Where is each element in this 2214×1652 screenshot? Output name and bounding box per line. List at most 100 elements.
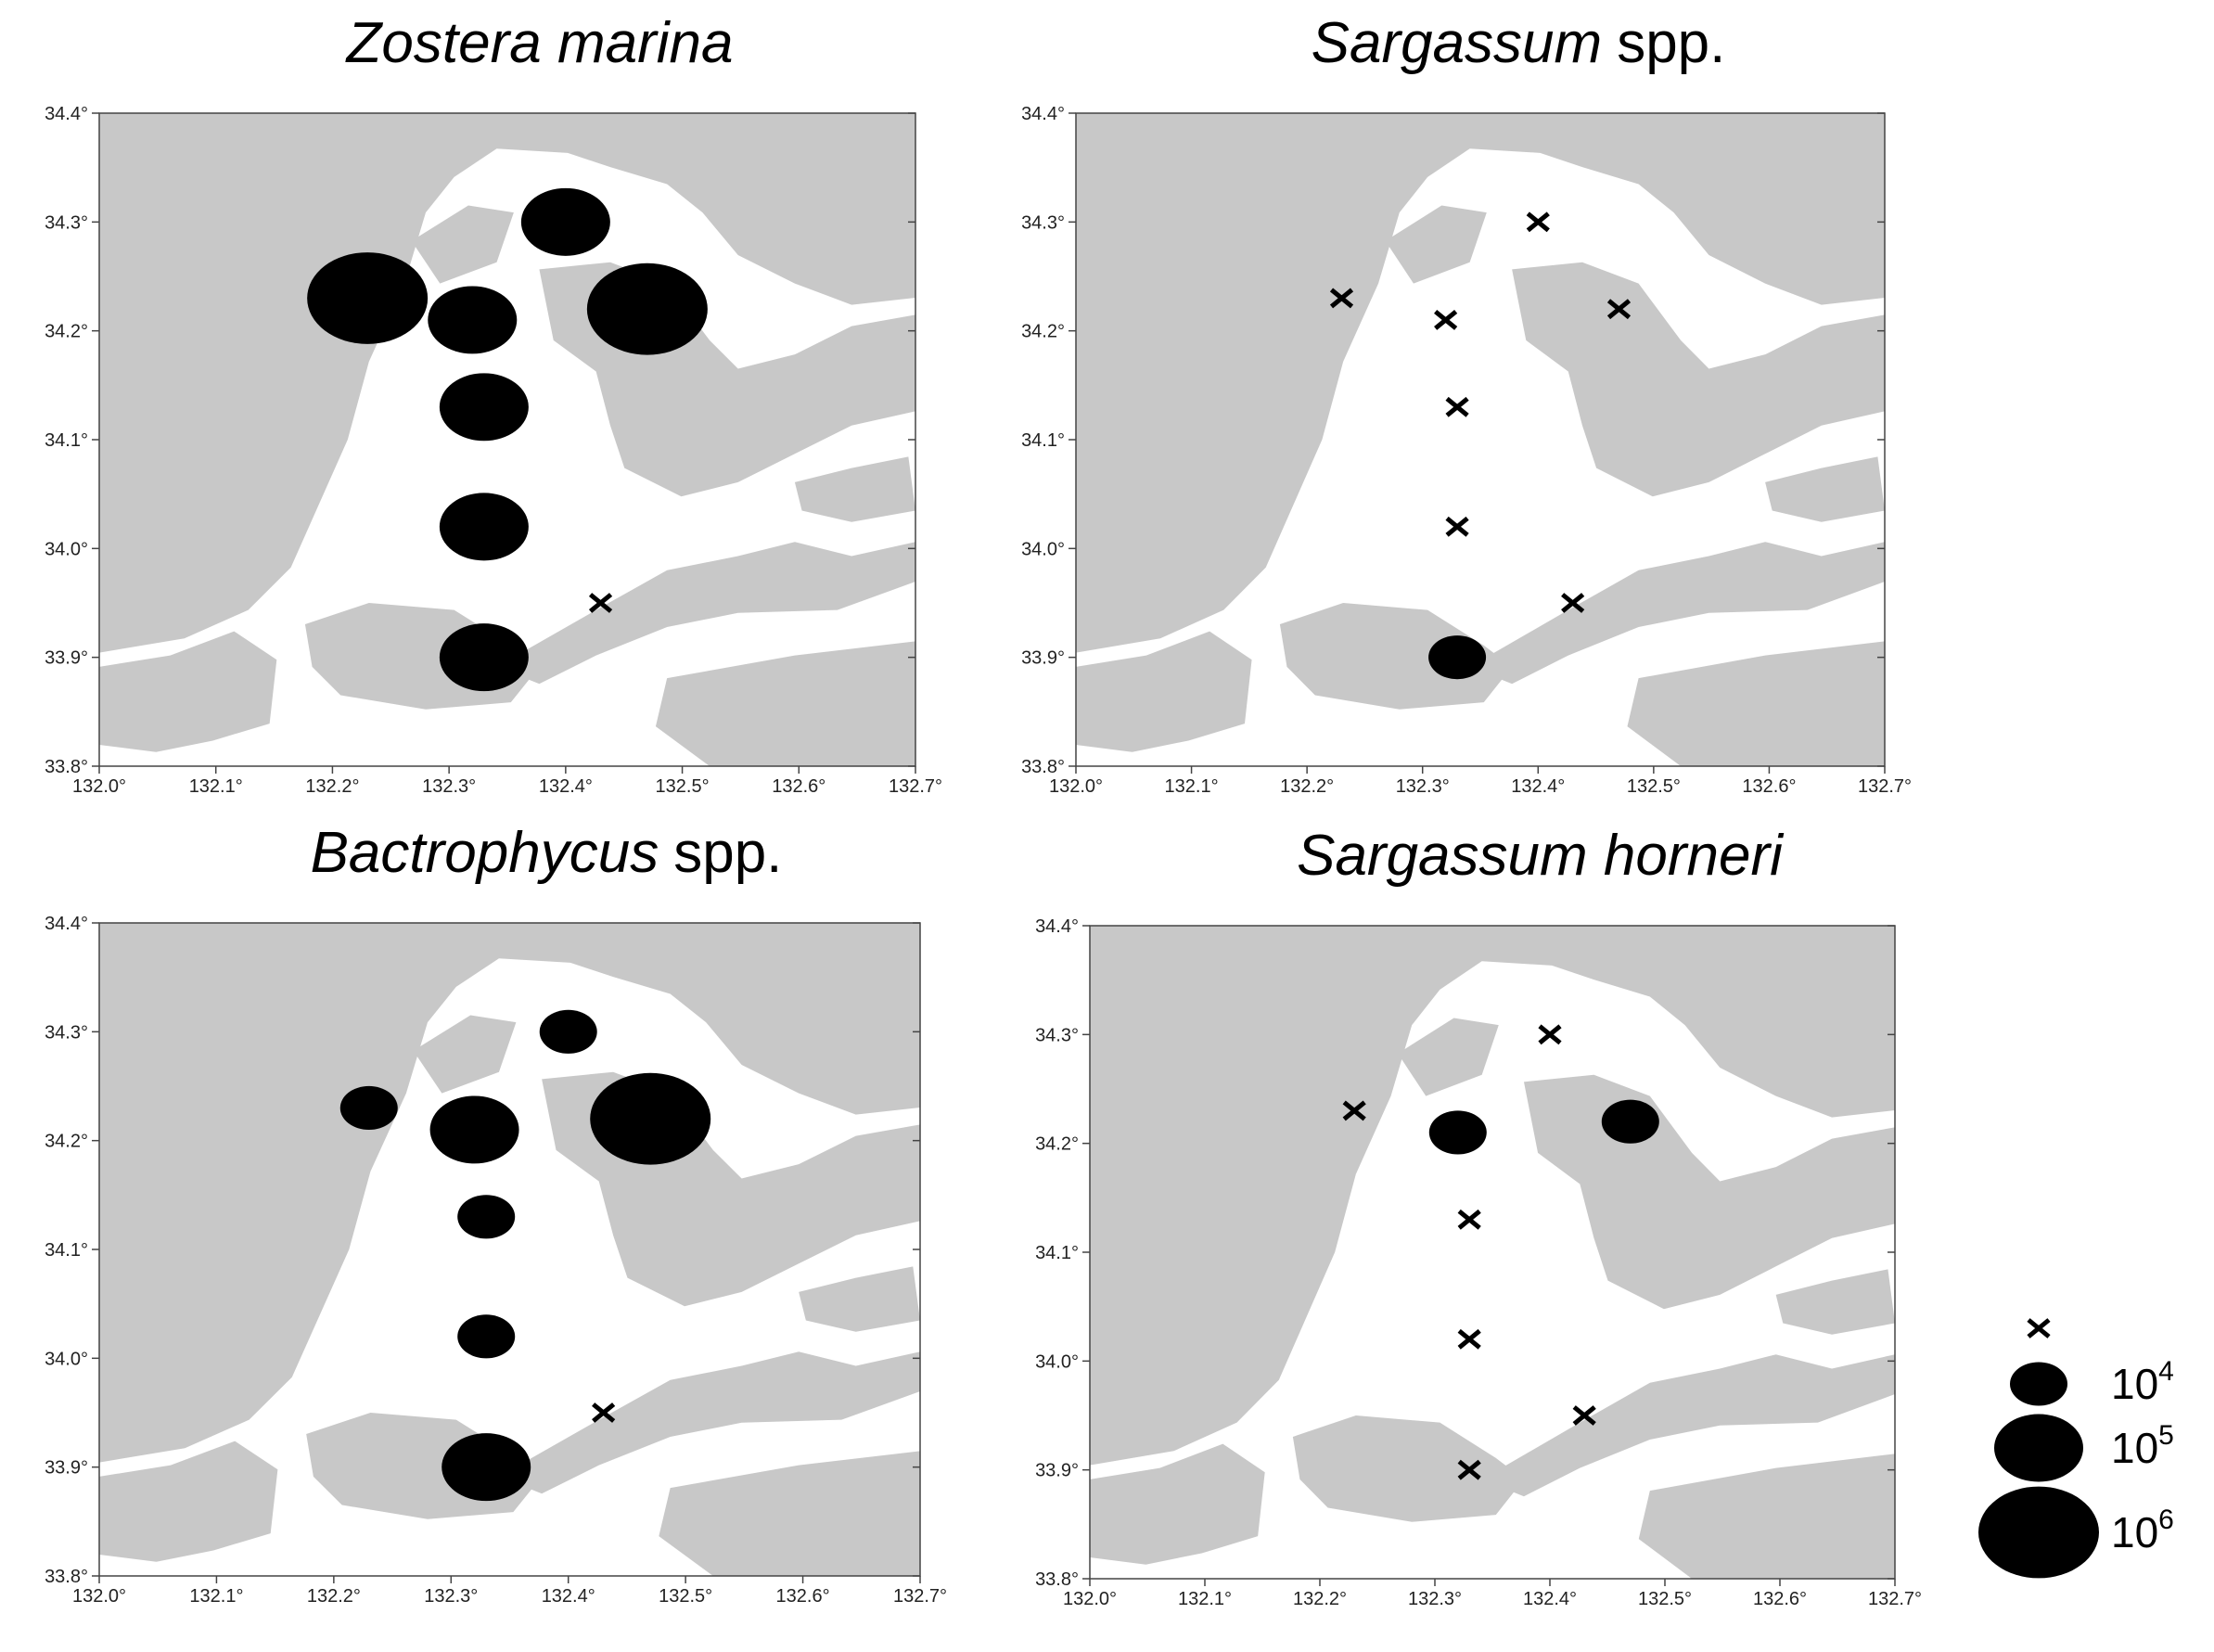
y-tick-label: 34.0°: [1021, 539, 1065, 559]
cross-stroke: [1457, 1209, 1481, 1230]
abundance-marker: [586, 263, 708, 355]
absent-marker: [1457, 1459, 1481, 1480]
abundance-marker: [590, 1072, 711, 1165]
cross-stroke: [1606, 299, 1632, 320]
legend-label: 105: [2111, 1420, 2174, 1472]
x-tick-label: 132.1°: [189, 776, 243, 797]
y-tick-label: 34.0°: [45, 539, 88, 559]
absent-marker: [1329, 288, 1354, 309]
y-tick-label: 34.1°: [45, 1240, 88, 1261]
y-tick-label: 33.9°: [45, 648, 88, 669]
x-tick-label: 132.6°: [776, 1586, 830, 1607]
cross-stroke: [1526, 211, 1550, 233]
absent-marker: [1457, 1209, 1481, 1230]
y-tick-label: 33.8°: [1021, 757, 1065, 777]
abundance-marker: [442, 1433, 531, 1502]
absent-marker: [1606, 299, 1632, 320]
legend-label: 104: [2111, 1356, 2174, 1408]
y-tick-label: 34.3°: [1035, 1025, 1079, 1045]
land: [1090, 926, 1895, 1579]
y-tick-label: 34.2°: [45, 1132, 88, 1152]
y-tick-label: 34.4°: [45, 104, 88, 124]
legend-marker: [2010, 1362, 2067, 1406]
x-tick-label: 132.5°: [659, 1586, 712, 1607]
legend-exponent: 6: [2158, 1505, 2174, 1535]
x-tick-label: 132.6°: [1742, 776, 1796, 797]
cross-stroke: [1457, 1328, 1481, 1350]
absent-marker: [1561, 593, 1585, 613]
cross-stroke: [1445, 516, 1469, 537]
abundance-marker: [520, 187, 610, 256]
cross-stroke: [1329, 288, 1354, 309]
panel-title: Sargassum spp.: [1312, 11, 1726, 75]
y-tick-label: 34.2°: [45, 322, 88, 342]
absent-marker: [1434, 309, 1458, 330]
x-tick-label: 132.4°: [539, 776, 593, 797]
x-tick-label: 132.7°: [889, 776, 942, 797]
x-tick-label: 132.5°: [1627, 776, 1681, 797]
title-italic: Sargassum: [1312, 11, 1603, 75]
absent-marker: [1445, 516, 1469, 537]
y-tick-label: 33.8°: [1035, 1569, 1079, 1590]
panel-title: Bactrophycus spp.: [311, 821, 783, 885]
absent-marker: [1445, 396, 1469, 417]
y-tick-label: 34.1°: [45, 430, 88, 451]
x-tick-label: 132.0°: [72, 1586, 126, 1607]
x-tick-label: 132.1°: [189, 1586, 243, 1607]
abundance-marker: [439, 373, 529, 442]
y-tick-label: 34.2°: [1035, 1134, 1079, 1155]
abundance-marker: [307, 252, 429, 344]
abundance-marker: [457, 1314, 516, 1359]
absent-marker: [2027, 1318, 2051, 1338]
y-tick-label: 33.9°: [1021, 648, 1065, 669]
y-tick-label: 34.4°: [1035, 916, 1079, 937]
legend-base: 10: [2111, 1508, 2158, 1556]
y-tick-label: 34.4°: [1021, 104, 1065, 124]
abundance-marker: [439, 623, 529, 692]
x-tick-label: 132.3°: [1396, 776, 1450, 797]
x-tick-label: 132.4°: [542, 1586, 595, 1607]
cross-stroke: [588, 593, 613, 613]
legend-marker: [1978, 1486, 2099, 1579]
x-tick-label: 132.5°: [1638, 1589, 1692, 1609]
x-tick-label: 132.0°: [72, 776, 126, 797]
x-tick-label: 132.4°: [1523, 1589, 1577, 1609]
y-tick-label: 34.3°: [45, 1022, 88, 1043]
x-tick-label: 132.7°: [893, 1586, 947, 1607]
x-tick-label: 132.0°: [1063, 1589, 1117, 1609]
y-tick-label: 33.8°: [45, 1567, 88, 1587]
x-tick-label: 132.2°: [1280, 776, 1334, 797]
panel-title: Sargassum horneri: [1297, 824, 1785, 888]
y-tick-label: 34.2°: [1021, 322, 1065, 342]
cross-stroke: [1538, 1024, 1562, 1045]
abundance-marker: [457, 1195, 516, 1239]
x-tick-label: 132.1°: [1165, 776, 1219, 797]
x-tick-label: 132.1°: [1178, 1589, 1232, 1609]
abundance-marker: [339, 1085, 398, 1131]
x-tick-label: 132.2°: [305, 776, 359, 797]
x-tick-label: 132.3°: [424, 1586, 478, 1607]
y-tick-label: 34.3°: [45, 212, 88, 233]
absent-marker: [1526, 211, 1550, 233]
absent-marker: [1457, 1328, 1481, 1350]
abundance-marker: [539, 1009, 597, 1054]
x-tick-label: 132.7°: [1868, 1589, 1922, 1609]
y-tick-label: 34.4°: [45, 914, 88, 934]
y-tick-label: 33.8°: [45, 757, 88, 777]
legend-base: 10: [2111, 1360, 2158, 1408]
legend-exponent: 5: [2158, 1420, 2174, 1451]
x-tick-label: 132.2°: [307, 1586, 361, 1607]
x-tick-label: 132.3°: [422, 776, 476, 797]
panel-title: Zostera marina: [345, 11, 734, 75]
x-tick-label: 132.7°: [1858, 776, 1912, 797]
legend-marker: [1994, 1414, 2083, 1482]
abundance-marker: [428, 286, 518, 354]
absent-marker: [1538, 1024, 1562, 1045]
title-italic: Zostera marina: [345, 11, 734, 75]
abundance-marker: [1428, 635, 1487, 680]
y-tick-label: 34.1°: [1021, 430, 1065, 451]
cross-stroke: [1434, 309, 1458, 330]
y-tick-label: 34.3°: [1021, 212, 1065, 233]
cross-stroke: [1445, 396, 1469, 417]
